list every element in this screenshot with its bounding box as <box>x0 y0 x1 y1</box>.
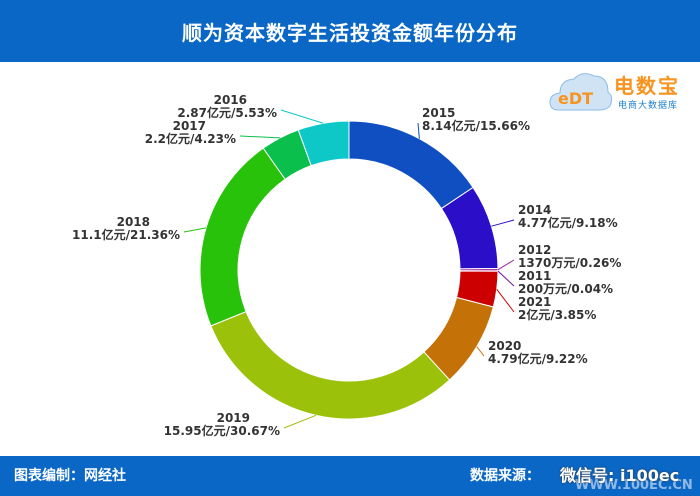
leader-2012 <box>497 259 515 271</box>
brand-logo: eDT 电数宝 电商大数据库 <box>548 66 698 122</box>
leader-2015 <box>417 122 420 139</box>
logo-text: 电数宝 <box>614 74 680 98</box>
logo-subtitle: 电商大数据库 <box>618 101 679 111</box>
label-year-2016: 2016 <box>214 93 247 107</box>
label-value-2021: 2亿元/3.85% <box>518 307 596 322</box>
header-bar: 顺为资本数字生活投资金额年份分布 <box>0 0 700 62</box>
leader-2014 <box>491 219 515 227</box>
leader-2021 <box>496 288 515 313</box>
label-year-2020: 2020 <box>488 339 521 353</box>
label-value-2014: 4.77亿元/9.18% <box>518 215 618 230</box>
slices-group <box>199 120 499 420</box>
wechat-id: 微信号: i100ec <box>560 466 680 485</box>
slice-2019 <box>210 310 451 420</box>
label-year-2021: 2021 <box>518 295 551 309</box>
leader-2020 <box>476 346 485 357</box>
label-value-2019: 15.95亿元/30.67% <box>164 423 280 438</box>
label-year-2018: 2018 <box>117 215 150 229</box>
label-year-2011: 2011 <box>518 269 551 283</box>
leader-2019 <box>283 414 317 429</box>
footer-bar: 图表编制：网经社 数据来源： WWW.100EC.CN 微信号: i100ec <box>0 456 700 496</box>
logo-mark: eDT <box>558 89 593 108</box>
label-year-2019: 2019 <box>217 411 250 425</box>
footer-credit: 图表编制：网经社 <box>14 468 126 484</box>
leader-2011 <box>497 270 515 287</box>
slice-2016 <box>297 120 350 167</box>
label-value-2012: 1370万元/0.26% <box>518 256 621 270</box>
label-value-2016: 2.87亿元/5.53% <box>177 105 277 120</box>
label-value-2020: 4.79亿元/9.22% <box>488 351 588 366</box>
leaders-group <box>183 109 515 429</box>
label-value-2017: 2.2亿元/4.23% <box>145 131 236 146</box>
slice-2015 <box>348 120 474 210</box>
footer-source: 数据来源： <box>470 468 540 484</box>
label-value-2011: 200万元/0.04% <box>518 282 613 296</box>
watermark-url: WWW.100EC.CN <box>575 478 693 493</box>
label-year-2012: 2012 <box>518 243 551 257</box>
label-year-2017: 2017 <box>173 119 206 133</box>
label-year-2014: 2014 <box>518 203 551 217</box>
slice-2018 <box>199 147 286 327</box>
label-value-2015: 8.14亿元/15.66% <box>422 118 530 133</box>
label-value-2018: 11.1亿元/21.36% <box>72 227 180 242</box>
leader-2016 <box>280 109 324 124</box>
cloud-icon: eDT <box>549 73 613 111</box>
leader-2018 <box>183 227 207 233</box>
chart-title: 顺为资本数字生活投资金额年份分布 <box>182 20 518 45</box>
label-year-2015: 2015 <box>422 106 455 120</box>
leader-2017 <box>239 135 281 139</box>
